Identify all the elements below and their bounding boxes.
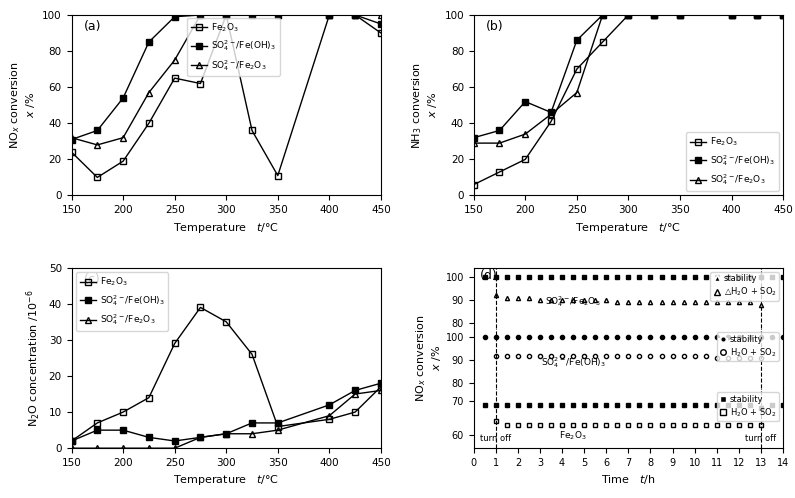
Legend: Fe$_2$O$_3$, SO$_4^{2-}$/Fe(OH)$_3$, SO$_4^{2-}$/Fe$_2$O$_3$: Fe$_2$O$_3$, SO$_4^{2-}$/Fe(OH)$_3$, SO$…	[76, 272, 169, 331]
Text: (a): (a)	[84, 20, 102, 33]
Legend: Fe$_2$O$_3$, SO$_4^{2-}$/Fe(OH)$_3$, SO$_4^{2-}$/Fe$_2$O$_3$: Fe$_2$O$_3$, SO$_4^{2-}$/Fe(OH)$_3$, SO$…	[188, 17, 280, 76]
Legend: stability, H$_2$O + SO$_2$: stability, H$_2$O + SO$_2$	[716, 332, 779, 361]
Text: turn off: turn off	[746, 434, 777, 443]
Legend: Fe$_2$O$_3$, SO$_4^{2-}$/Fe(OH)$_3$, SO$_4^{2-}$/Fe$_2$O$_3$: Fe$_2$O$_3$, SO$_4^{2-}$/Fe(OH)$_3$, SO$…	[686, 132, 778, 191]
X-axis label: Temperature   $t$/°C: Temperature $t$/°C	[576, 221, 681, 235]
Text: (c): (c)	[84, 273, 101, 286]
X-axis label: Temperature   $t$/°C: Temperature $t$/°C	[173, 221, 279, 235]
Text: (d): (d)	[480, 269, 498, 282]
Text: turn off: turn off	[480, 434, 511, 443]
Y-axis label: NO$_x$ conversion
$x$ /%: NO$_x$ conversion $x$ /%	[414, 314, 443, 402]
Y-axis label: N$_2$O concentration /10$^{-6}$: N$_2$O concentration /10$^{-6}$	[25, 289, 43, 427]
Legend: stability, $△$H$_2$O + SO$_2$: stability, $△$H$_2$O + SO$_2$	[710, 272, 779, 301]
X-axis label: Time   $t$/h: Time $t$/h	[601, 474, 656, 487]
Text: Fe$_2$O$_3$: Fe$_2$O$_3$	[560, 429, 587, 442]
Text: SO$_4^{2-}$/Fe$_2$O$_3$: SO$_4^{2-}$/Fe$_2$O$_3$	[545, 294, 601, 309]
Y-axis label: NH$_3$ conversion
$x$ /%: NH$_3$ conversion $x$ /%	[410, 62, 439, 149]
Text: SO$_4^{2-}$/Fe(OH)$_3$: SO$_4^{2-}$/Fe(OH)$_3$	[541, 355, 606, 370]
Text: (b): (b)	[486, 20, 504, 33]
Y-axis label: NO$_x$ conversion
$x$ /%: NO$_x$ conversion $x$ /%	[8, 61, 37, 149]
Legend: stability, H$_2$O + SO$_2$: stability, H$_2$O + SO$_2$	[716, 392, 779, 421]
X-axis label: Temperature   $t$/°C: Temperature $t$/°C	[173, 474, 279, 488]
